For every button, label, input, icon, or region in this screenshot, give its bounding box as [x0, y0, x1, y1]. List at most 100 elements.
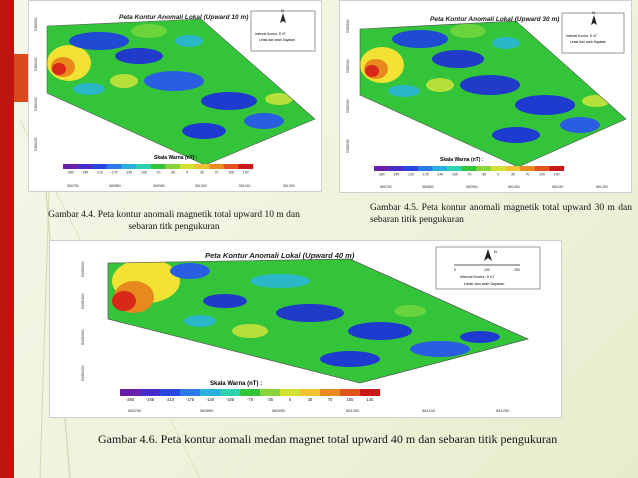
- color-scale-tick: -105: [140, 170, 147, 174]
- figure-upward-30m: Peta Kontur Anomali Lokal (Upward 30 m) …: [339, 0, 632, 193]
- svg-text:581150: 581150: [422, 408, 436, 413]
- color-scale-segment: [490, 166, 506, 171]
- color-scale-segment: [160, 389, 181, 396]
- color-scale-tick: -140: [125, 170, 132, 174]
- color-scale-tick: 140: [243, 170, 249, 174]
- color-scale-tick: -140: [206, 397, 215, 402]
- color-scale-segment: [388, 166, 404, 171]
- x-ticks: 580750 580850 580950 581050 581150 58125…: [67, 184, 295, 188]
- color-scale-segment: [476, 166, 492, 171]
- color-scale-tick: 35: [200, 170, 204, 174]
- color-scale-segment: [461, 166, 477, 171]
- color-scale-segment: [220, 389, 241, 396]
- color-scale-tick: 70: [215, 170, 219, 174]
- svg-text:9385500: 9385500: [34, 17, 38, 31]
- svg-text:581250: 581250: [496, 408, 510, 413]
- color-scale-tick: 105: [347, 397, 355, 402]
- svg-text:581150: 581150: [552, 185, 563, 189]
- map-title: Peta Kontur Anomali Lokal (Upward 30 m): [430, 16, 559, 23]
- color-scale-segment: [140, 389, 161, 396]
- color-scale-tick: -245: [146, 397, 155, 402]
- map-title: Peta Kontur Anomali Lokal (Upward 10 m): [119, 14, 248, 21]
- x-ticks: 580750 580850 580950 581050 581150 58125…: [128, 408, 510, 413]
- color-scale-segment: [120, 389, 141, 396]
- color-scale-tick: -35: [267, 397, 274, 402]
- color-scale-tick: -35: [481, 172, 486, 176]
- color-scale-segment: [136, 164, 151, 169]
- color-scale-segment: [200, 389, 221, 396]
- color-scale-segment: [280, 389, 301, 396]
- north-arrow-icon: [280, 13, 286, 23]
- color-scale-bar: -280 -245 -210 -175 -140 -105 -70 -35 0 35 70 105 14…: [63, 164, 254, 174]
- svg-text:580750: 580750: [128, 408, 142, 413]
- north-label: N: [281, 8, 284, 13]
- scale-title: Skala Warna (nT) :: [210, 381, 262, 387]
- y-ticks: 9385200 9385300 9385400 9385500: [34, 17, 38, 151]
- svg-text:580950: 580950: [466, 185, 478, 189]
- y-ticks: 9385200 9385300 9385400 9385500: [346, 19, 350, 153]
- svg-text:9385400: 9385400: [346, 59, 350, 73]
- svg-text:581050: 581050: [195, 184, 207, 188]
- legend-box: N Interval Kontur: 5 nT Letak dan arah S…: [561, 10, 625, 54]
- legend-interval: Interval Kontur: 5 nT: [255, 32, 286, 36]
- svg-text:9385300: 9385300: [34, 97, 38, 111]
- scale-title: Skala Warna (nT) :: [154, 155, 198, 161]
- svg-text:581250: 581250: [283, 184, 295, 188]
- figure-upward-10m: Peta Kontur Anomali Lokal (Upward 10 m) …: [28, 0, 322, 192]
- svg-text:580950: 580950: [153, 184, 165, 188]
- map-title: Peta Kontur Anomali Lokal (Upward 40 m): [205, 251, 355, 260]
- color-scale-segment: [223, 164, 239, 169]
- color-scale-tick: 105: [539, 172, 545, 176]
- color-scale-segment: [240, 389, 261, 396]
- svg-text:581250: 581250: [596, 185, 608, 189]
- color-scale-tick: -175: [111, 170, 118, 174]
- color-scale-tick: -210: [166, 397, 175, 402]
- color-scale-segment: [417, 166, 433, 171]
- color-scale-tick: -280: [67, 170, 74, 174]
- color-scale-tick: -70: [247, 397, 254, 402]
- color-scale-segment: [150, 164, 166, 169]
- color-scale-tick: -245: [82, 170, 89, 174]
- color-scale-segment: [432, 166, 448, 171]
- legend-interval: Interval Kontur: 5 nT: [566, 34, 597, 38]
- color-scale-tick: 0: [497, 172, 499, 176]
- scale-title: Skala Warna (nT) :: [440, 157, 484, 163]
- color-scale-tick: -280: [126, 397, 135, 402]
- color-scale-tick: 140: [367, 397, 375, 402]
- svg-text:9385200: 9385200: [34, 137, 38, 151]
- color-scale-segment: [447, 166, 462, 171]
- color-scale-tick: 0: [289, 397, 292, 402]
- svg-text:580850: 580850: [200, 408, 214, 413]
- color-scale-segment: [209, 164, 224, 169]
- legend-points: Letak dan arah Sayatan: [259, 38, 295, 42]
- color-scale-tick: 70: [526, 172, 530, 176]
- color-scale-tick: 35: [511, 172, 515, 176]
- color-scale-tick: -175: [422, 172, 429, 176]
- color-scale-segment: [180, 389, 201, 396]
- svg-text:0: 0: [454, 268, 456, 272]
- color-scale-tick: 0: [186, 170, 188, 174]
- color-scale-segment: [121, 164, 137, 169]
- svg-text:581150: 581150: [239, 184, 250, 188]
- svg-text:100: 100: [484, 268, 490, 272]
- color-scale-tick: -105: [226, 397, 235, 402]
- color-scale-segment: [549, 166, 565, 171]
- color-scale-tick: -70: [156, 170, 161, 174]
- color-scale-segment: [300, 389, 321, 396]
- legend-box: N Interval Kontur: 5 nT Letak dan arah S…: [250, 8, 316, 52]
- color-scale-segment: [505, 166, 521, 171]
- color-scale-segment: [534, 166, 550, 171]
- legend-interval: Interval Kontur: 5 nT: [460, 275, 495, 279]
- svg-text:581050: 581050: [508, 185, 520, 189]
- svg-text:580750: 580750: [380, 185, 392, 189]
- color-scale-segment: [403, 166, 419, 171]
- color-scale-segment: [92, 164, 108, 169]
- legend-points: Letak dan arah Sayatan: [464, 282, 504, 286]
- color-scale-tick: -210: [96, 170, 103, 174]
- color-scale-tick: -280: [378, 172, 385, 176]
- color-scale-tick: 140: [554, 172, 560, 176]
- svg-text:580850: 580850: [422, 185, 434, 189]
- color-scale-segment: [374, 166, 389, 171]
- svg-text:9385400: 9385400: [80, 293, 85, 309]
- caption-figure-4-6: Gambar 4.6. Peta kontur aomali medan mag…: [98, 432, 558, 446]
